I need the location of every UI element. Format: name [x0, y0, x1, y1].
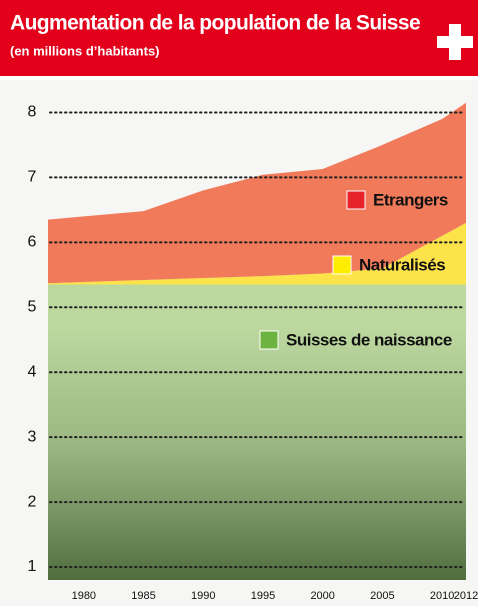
y-tick-label: 2 — [28, 493, 37, 510]
y-tick-label: 6 — [28, 234, 37, 251]
legend-label: Suisses de naissance — [286, 330, 452, 349]
legend-swatch — [260, 331, 278, 349]
legend-swatch — [333, 256, 351, 274]
legend-label: Etrangers — [373, 190, 448, 209]
legend-swatch — [347, 191, 365, 209]
x-tick-label: 1985 — [131, 590, 155, 602]
x-tick-label: 2000 — [310, 590, 334, 602]
chart: Augmentation de la population de la Suis… — [0, 0, 478, 606]
x-tick-label: 2012 — [454, 590, 478, 602]
x-tick-label: 1990 — [191, 590, 215, 602]
legend-label: Naturalisés — [359, 255, 445, 274]
x-tick-label: 1995 — [251, 590, 275, 602]
y-tick-label: 3 — [28, 428, 37, 445]
photo-overlay — [48, 330, 466, 580]
y-tick-label: 5 — [28, 298, 37, 315]
y-tick-label: 8 — [28, 104, 37, 121]
y-tick-label: 1 — [28, 558, 37, 575]
x-tick-label: 1980 — [72, 590, 96, 602]
x-tick-label: 2010 — [430, 590, 454, 602]
chart-subtitle: (en millions d’habitants) — [10, 43, 160, 58]
y-tick-label: 4 — [28, 363, 37, 380]
x-tick-label: 2005 — [370, 590, 394, 602]
y-tick-label: 7 — [28, 169, 37, 186]
chart-title: Augmentation de la population de la Suis… — [10, 12, 420, 35]
